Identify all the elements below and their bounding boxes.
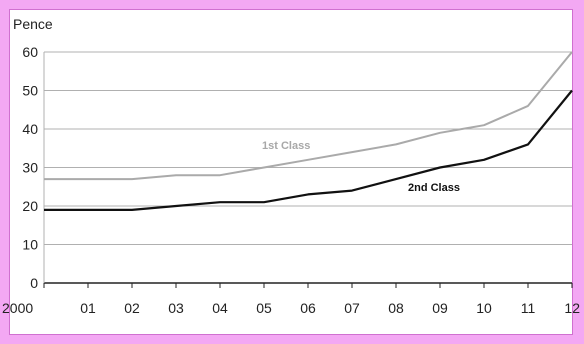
- x-tick-label-01: 01: [80, 300, 96, 316]
- grid-layer: [43, 51, 573, 288]
- y-tick-label-20: 20: [22, 198, 38, 214]
- x-tick-label-04: 04: [212, 300, 228, 316]
- x-tick-label-07: 07: [344, 300, 360, 316]
- series-layer: [44, 51, 573, 211]
- series-label-2nd-class: 2nd Class: [408, 182, 460, 194]
- x-tick-label-03: 03: [168, 300, 184, 316]
- x-tick-label-08: 08: [388, 300, 404, 316]
- chart-panel: [9, 9, 573, 335]
- label-layer: 0 10 20 30 40 50 60 2000 01 02 03 04 05 06 07 08 09 10 11 1…: [2, 44, 580, 316]
- x-tick-label-10: 10: [476, 300, 492, 316]
- x-tick-label-2000: 2000: [2, 300, 33, 316]
- series-label-1st-class: 1st Class: [262, 140, 310, 152]
- y-tick-label-40: 40: [22, 121, 38, 137]
- series-line-1st-class: [44, 51, 573, 181]
- series-line-2nd-class: [44, 89, 573, 211]
- y-axis-unit-label: Pence: [13, 16, 53, 32]
- x-tick-label-12: 12: [564, 300, 580, 316]
- y-tick-label-30: 30: [22, 160, 38, 176]
- y-tick-label-60: 60: [22, 44, 38, 60]
- x-tick-label-11: 11: [521, 300, 536, 316]
- x-tick-label-02: 02: [124, 300, 140, 316]
- y-tick-label-50: 50: [22, 83, 38, 99]
- x-tick-label-09: 09: [432, 300, 448, 316]
- x-tick-label-05: 05: [256, 300, 272, 316]
- y-tick-label-10: 10: [22, 237, 38, 253]
- y-tick-label-0: 0: [30, 275, 38, 291]
- x-tick-label-06: 06: [300, 300, 316, 316]
